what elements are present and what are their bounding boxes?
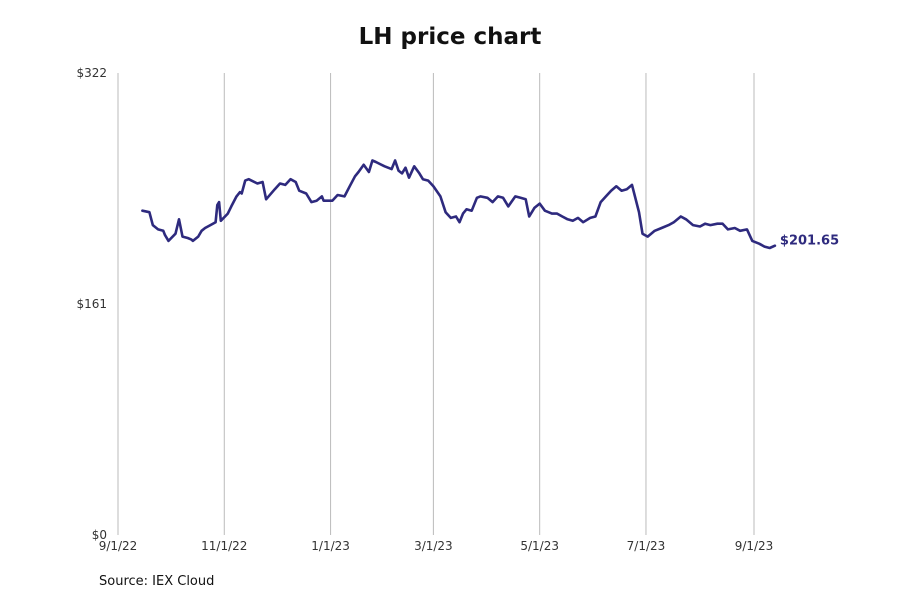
x-tick-label: 11/1/22 (201, 539, 247, 553)
x-tick-label: 3/1/23 (414, 539, 453, 553)
x-tick-label: 7/1/23 (627, 539, 666, 553)
source-note: Source: IEX Cloud (99, 574, 215, 589)
y-tick-label: $322 (76, 66, 107, 80)
x-tick-label: 1/1/23 (311, 539, 350, 553)
last-price-label: $201.65 (780, 234, 839, 249)
x-tick-label: 9/1/23 (735, 539, 774, 553)
gridlines (117, 73, 755, 535)
chart-title: LH price chart (358, 24, 542, 50)
y-tick-label: $161 (76, 297, 107, 311)
x-tick-label: 9/1/22 (99, 539, 138, 553)
y-axis-tick-labels: $0 $161 $322 (76, 66, 107, 542)
price-series-line (141, 159, 777, 250)
y-tick-label: $0 (92, 528, 107, 542)
x-axis-tick-labels: 9/1/22 11/1/22 1/1/23 3/1/23 5/1/23 7/1/23 9/1… (99, 539, 774, 553)
x-tick-label: 5/1/23 (520, 539, 559, 553)
